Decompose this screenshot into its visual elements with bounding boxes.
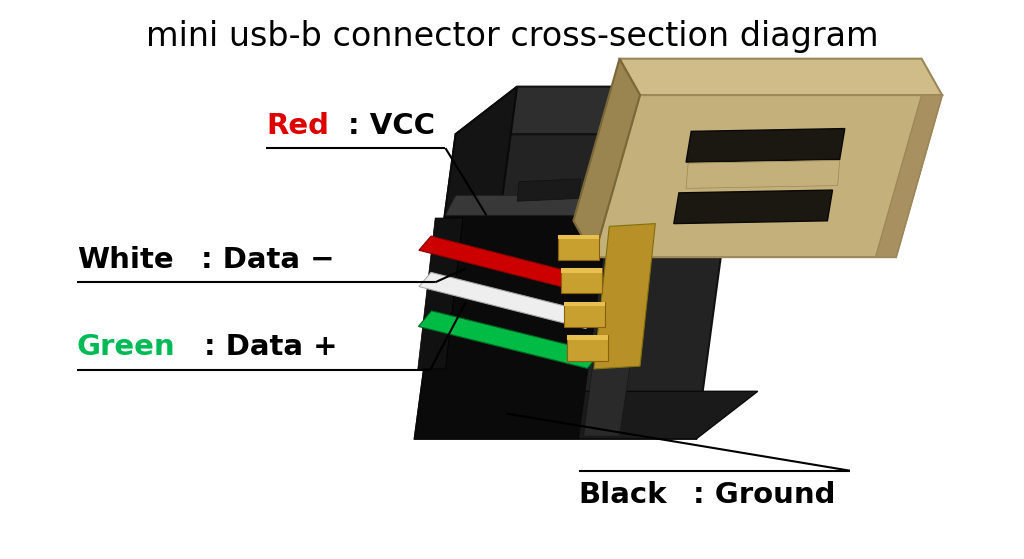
Polygon shape <box>594 224 655 369</box>
Text: : Data −: : Data − <box>202 246 335 274</box>
Polygon shape <box>567 335 608 361</box>
Polygon shape <box>561 268 602 273</box>
Text: : Data +: : Data + <box>204 333 338 361</box>
Polygon shape <box>564 302 605 327</box>
Polygon shape <box>686 160 840 188</box>
Polygon shape <box>419 272 598 329</box>
Polygon shape <box>594 95 942 257</box>
Polygon shape <box>419 311 600 368</box>
Text: Black: Black <box>579 481 668 509</box>
Polygon shape <box>561 268 602 293</box>
Text: Green: Green <box>77 333 175 361</box>
Polygon shape <box>620 59 942 95</box>
Polygon shape <box>418 218 463 369</box>
Polygon shape <box>567 335 608 340</box>
Polygon shape <box>674 190 833 224</box>
Text: Red: Red <box>266 112 330 140</box>
Polygon shape <box>876 95 942 257</box>
Polygon shape <box>445 196 620 215</box>
Text: mini usb-b connector cross-section diagram: mini usb-b connector cross-section diagr… <box>145 20 879 53</box>
Polygon shape <box>415 212 609 439</box>
Polygon shape <box>517 179 581 201</box>
Polygon shape <box>456 87 799 134</box>
Polygon shape <box>584 196 655 436</box>
Text: : VCC: : VCC <box>347 112 434 140</box>
Polygon shape <box>415 134 737 439</box>
Polygon shape <box>686 129 845 162</box>
Polygon shape <box>564 302 605 306</box>
Polygon shape <box>419 236 595 292</box>
Polygon shape <box>558 235 599 239</box>
Polygon shape <box>415 391 758 439</box>
Text: White: White <box>77 246 173 274</box>
Polygon shape <box>415 87 517 439</box>
Polygon shape <box>558 235 599 260</box>
Text: : Ground: : Ground <box>693 481 836 509</box>
Polygon shape <box>573 59 640 257</box>
